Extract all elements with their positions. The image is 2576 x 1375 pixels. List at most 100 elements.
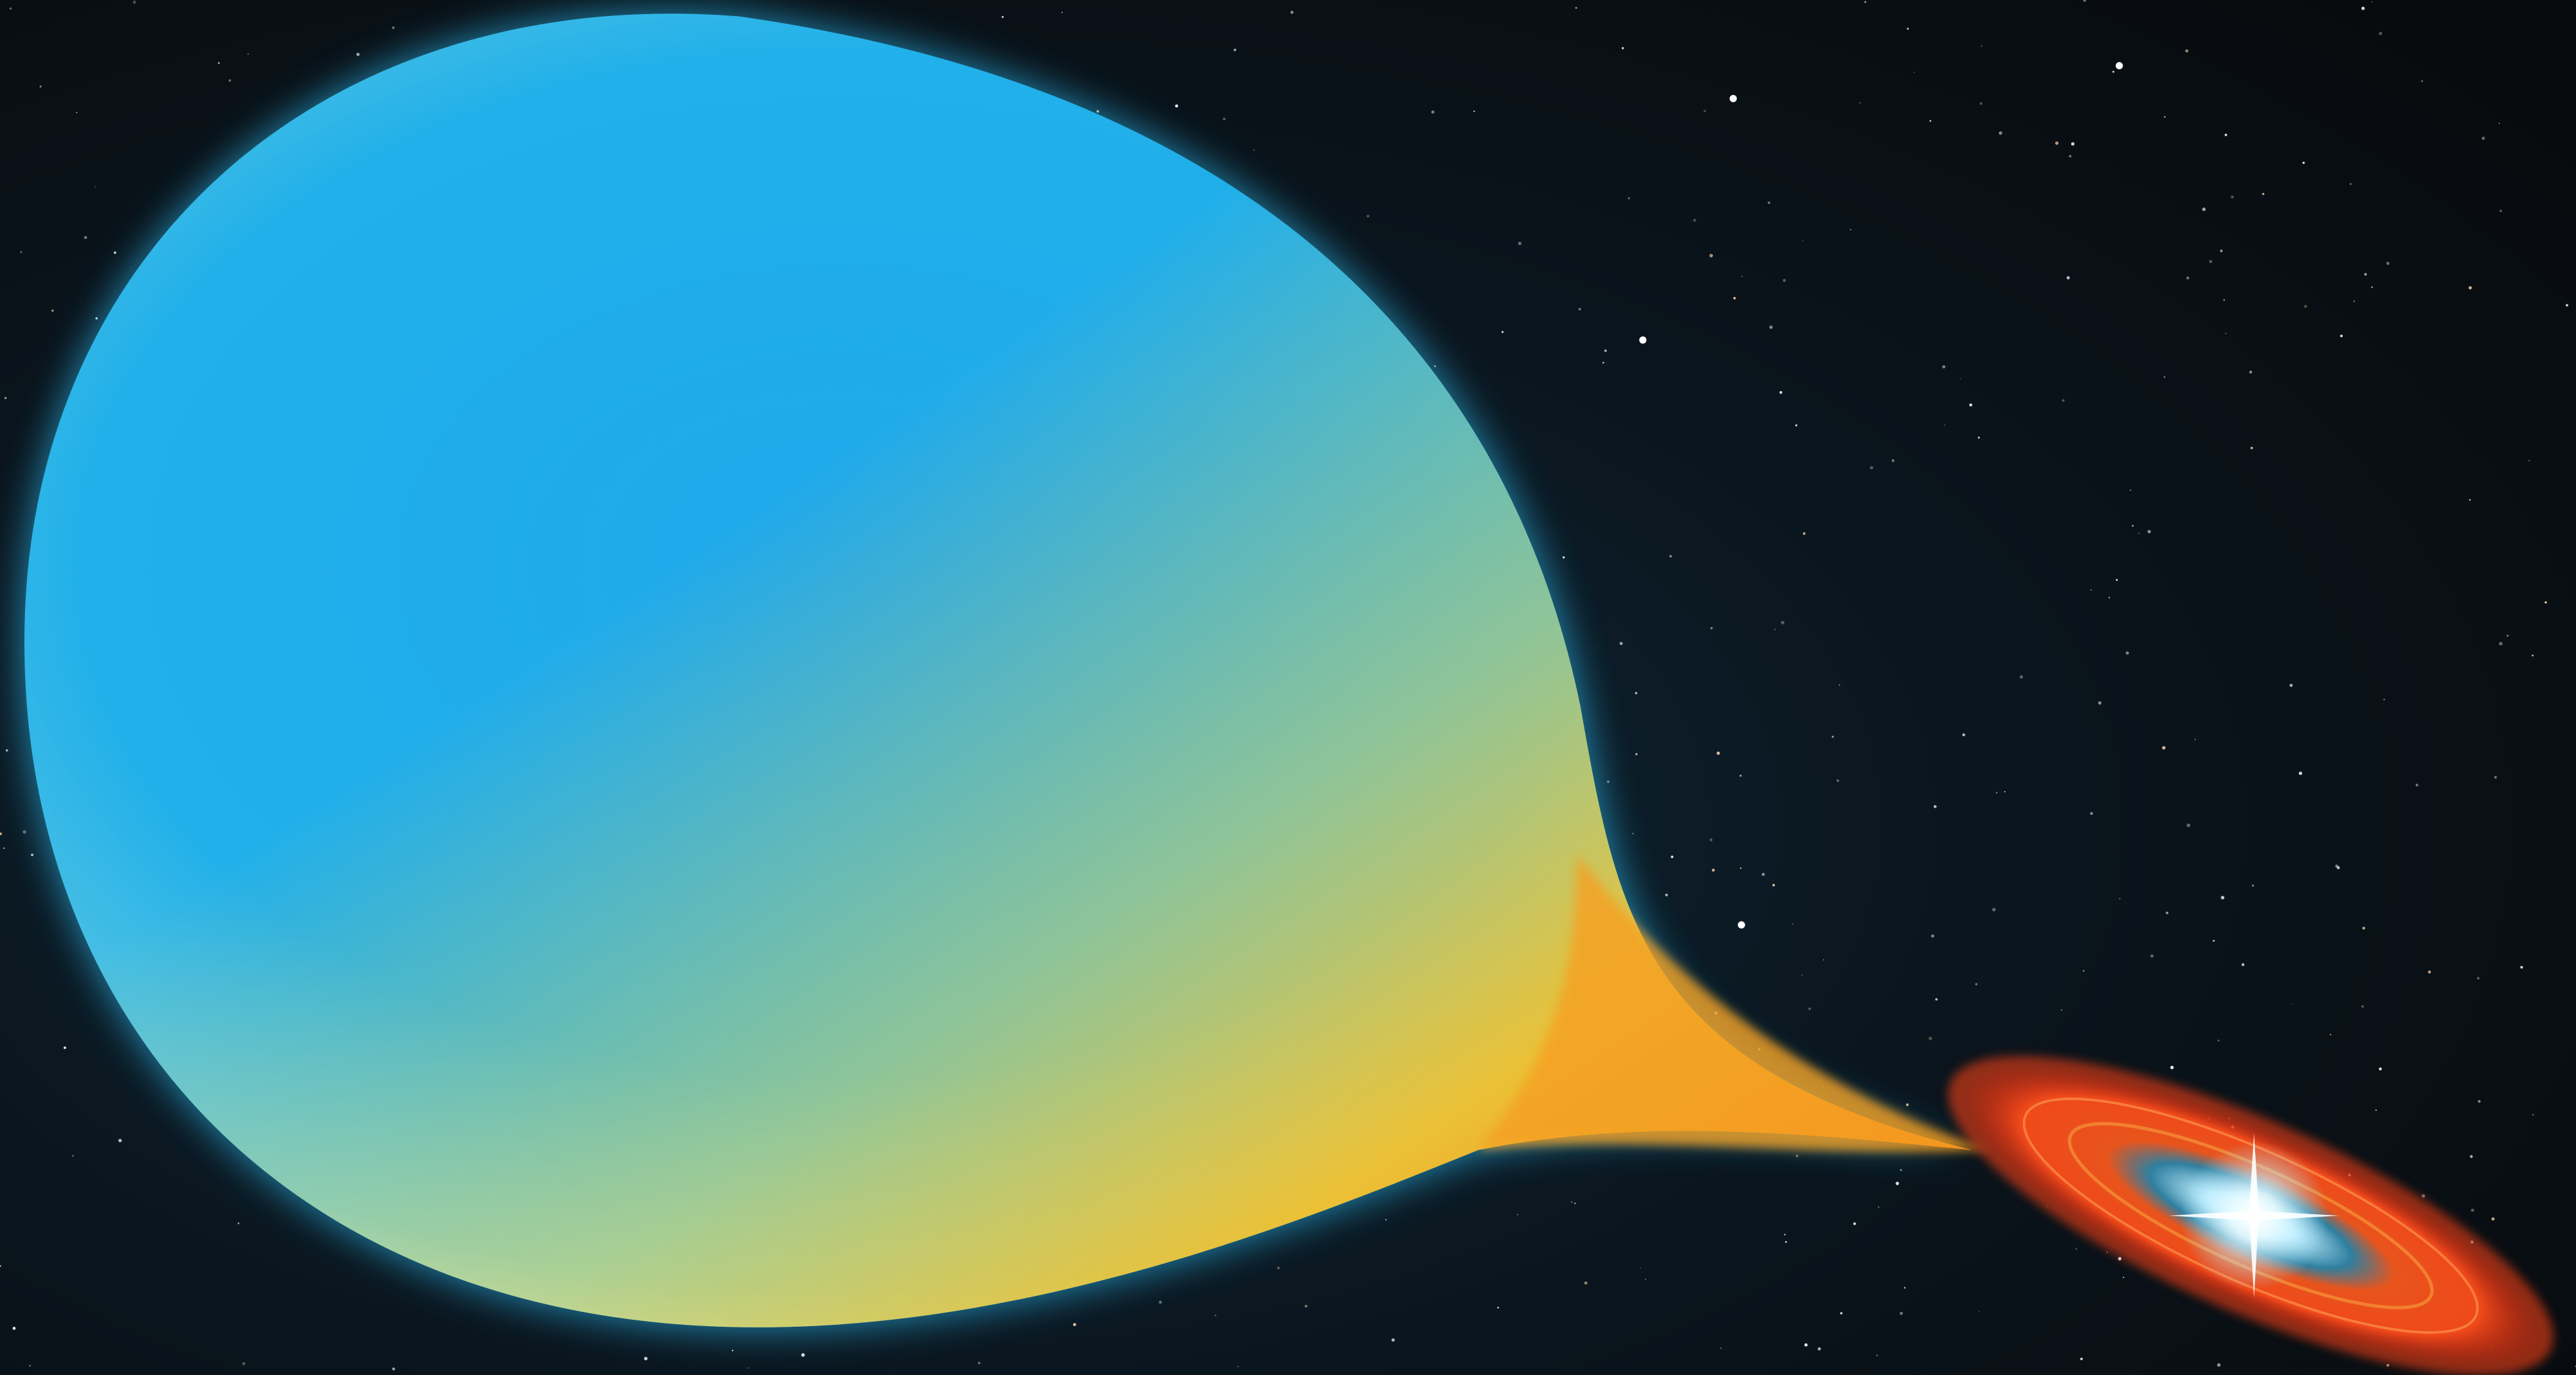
background-star [1782,278,1786,282]
background-star [2361,6,2365,10]
background-star [1473,110,1475,113]
background-star [2491,1217,2495,1221]
background-star [2250,446,2253,450]
background-star [2119,898,2121,900]
background-star [1992,907,1996,912]
background-star [1802,240,1804,242]
background-star [2507,635,2509,637]
background-star [20,251,23,253]
background-star [1876,1354,1878,1356]
background-star [2386,1363,2390,1367]
background-star [2532,654,2534,657]
background-star [2469,286,2472,289]
background-star [2209,260,2213,263]
background-star [1709,838,1713,842]
background-star [1571,1201,1573,1203]
background-star [2364,273,2367,276]
background-star [1716,751,1720,755]
background-star [1853,1222,1856,1225]
background-star [1574,1203,1576,1205]
background-star [1929,120,1932,122]
background-star [1733,296,1736,300]
background-star [2166,911,2169,915]
background-star [1837,779,1840,782]
background-star [2147,529,2151,534]
background-star [2217,1039,2220,1042]
background-star [2185,49,2189,53]
background-star [2108,597,2110,599]
background-star [1253,149,1255,151]
background-star [1562,556,1565,559]
background-star [1944,424,1946,426]
background-star [1900,1169,1902,1171]
background-star [1692,219,1696,222]
background-star [1669,554,1673,558]
background-star [2375,1109,2377,1111]
background-star [2220,249,2223,253]
background-star [1434,365,1437,367]
background-star [392,26,395,30]
background-star [801,1353,805,1357]
background-star [1237,1365,1239,1367]
background-star [1962,733,1965,736]
background-star [2223,299,2225,301]
background-star [732,1349,734,1352]
background-star [1769,325,1773,329]
background-star [1622,47,1624,50]
background-star [1779,391,1782,394]
background-star [2470,1155,2473,1158]
background-star [1671,855,1674,859]
background-star [2421,1194,2426,1198]
background-star [1900,1311,1903,1315]
background-star [1999,131,2002,135]
background-star [2202,207,2206,212]
background-star [2249,370,2253,374]
background-star [76,112,78,113]
background-star [2083,0,2087,2]
background-star [2132,525,2134,527]
background-star [2481,136,2485,140]
background-star [2372,1,2373,3]
background-star [2150,954,2154,958]
background-star [1859,102,1861,104]
background-star [113,251,116,254]
background-star [2478,1100,2481,1103]
background-star [1838,684,1840,686]
background-star [1602,361,1604,364]
background-star [1823,959,1824,961]
background-star [392,1367,395,1370]
background-star [2170,1066,2174,1070]
background-star [2080,1357,2083,1360]
background-star [1942,365,1946,369]
background-star [118,1138,122,1143]
background-star [2499,210,2502,212]
background-star [1891,459,1895,462]
background-star [2362,926,2366,930]
background-star [1001,15,1004,18]
background-star [237,1222,240,1225]
background-star [2302,161,2305,164]
background-star [1712,868,1715,872]
background-star [2494,776,2497,779]
background-star [0,1265,1,1267]
background-star [2379,32,2382,35]
background-star [1073,1323,1076,1327]
background-star [2138,532,2140,534]
background-star [12,1327,16,1330]
background-star [1905,1103,1909,1107]
background-star [2379,1067,2382,1071]
background-star [1290,10,1294,14]
background-star [95,317,98,320]
background-star [242,1362,246,1365]
background-star [1969,403,1973,406]
background-star [2062,399,2065,402]
background-star [1849,228,1852,231]
background-star [2186,823,2191,828]
heated-region [24,14,1972,1327]
background-star [1640,1267,1642,1269]
background-star [1628,197,1630,200]
background-star [2565,304,2568,307]
background-star [1895,1181,1900,1185]
background-star [84,236,87,239]
background-star [2499,642,2503,646]
